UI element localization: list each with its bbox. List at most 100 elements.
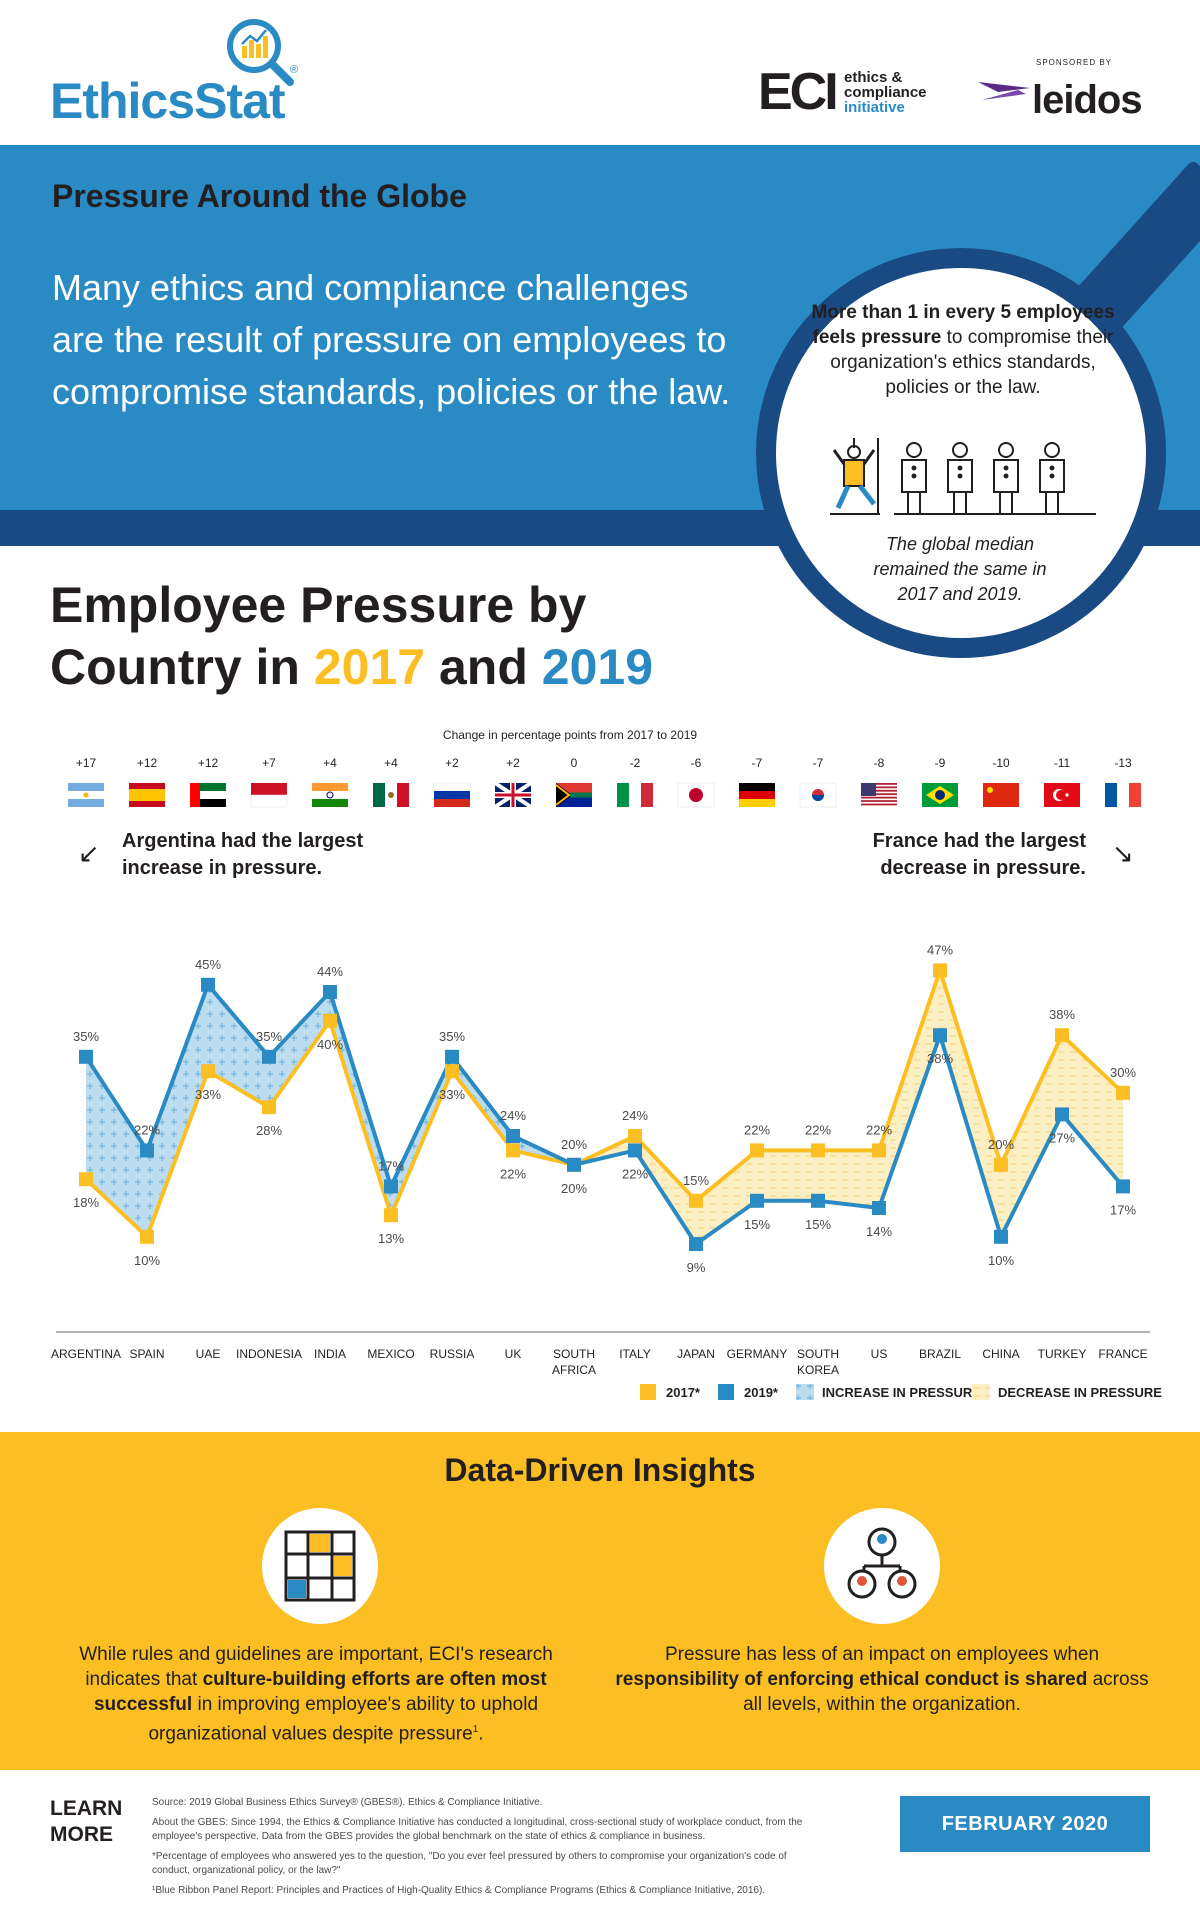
registered-mark: ® bbox=[290, 64, 299, 76]
x-tick-label: KOREA bbox=[797, 1363, 839, 1377]
eci-line1: ethics & bbox=[844, 69, 903, 86]
x-tick-label: INDONESIA bbox=[236, 1347, 302, 1361]
label-2019: 14% bbox=[866, 1224, 892, 1239]
leidos-logo[interactable]: SPONSORED BY leidos bbox=[976, 54, 1176, 124]
marker-2019 bbox=[1116, 1179, 1130, 1194]
shared-responsibility-icon bbox=[824, 1508, 940, 1624]
footnote-source: Source: 2019 Global Business Ethics Surv… bbox=[152, 1797, 543, 1808]
employee-icon-2 bbox=[947, 442, 973, 514]
x-tick-label: ITALY bbox=[619, 1347, 651, 1361]
sponsored-by-label: SPONSORED BY bbox=[1036, 58, 1113, 67]
x-tick-label: SPAIN bbox=[129, 1347, 164, 1361]
label-2019: 35% bbox=[439, 1029, 465, 1044]
brand-word-ethics: Ethics bbox=[50, 73, 195, 129]
marker-2017 bbox=[323, 1013, 337, 1028]
insight-left-a: While rules and guidelines are important… bbox=[79, 1644, 553, 1690]
label-2017: 15% bbox=[683, 1173, 709, 1188]
label-2019: 35% bbox=[256, 1029, 282, 1044]
marker-2017 bbox=[201, 1064, 215, 1079]
x-tick-label: MEXICO bbox=[367, 1347, 414, 1361]
x-tick-label: INDIA bbox=[314, 1347, 346, 1361]
decrease-area bbox=[574, 1136, 635, 1165]
marker-2019 bbox=[506, 1129, 520, 1143]
leidos-mark-icon bbox=[978, 82, 1030, 100]
learn-more-link[interactable]: LEARN MORE bbox=[50, 1797, 123, 1846]
marker-2017 bbox=[445, 1064, 459, 1079]
change-value: -2 bbox=[630, 756, 641, 770]
change-value: +12 bbox=[137, 756, 158, 770]
insight-right-bold: responsibility of enforcing ethical cond… bbox=[615, 1669, 1088, 1690]
insights-section bbox=[0, 1432, 1200, 1770]
eci-line2: compliance bbox=[844, 84, 927, 101]
marker-2017 bbox=[750, 1143, 764, 1158]
eci-abbr: ECI bbox=[758, 63, 839, 121]
employee-icon-4 bbox=[1039, 442, 1065, 514]
curved-arrow-left-icon: ↙ bbox=[78, 838, 100, 868]
section-title-and: and bbox=[425, 639, 542, 695]
increase-area bbox=[86, 1056, 147, 1237]
marker-2019 bbox=[140, 1143, 154, 1158]
x-tick-label: AFRICA bbox=[552, 1363, 596, 1377]
eci-logo[interactable]: ECI ethics & compliance initiative bbox=[758, 66, 958, 126]
label-2019: 44% bbox=[317, 964, 343, 979]
increase-area bbox=[330, 992, 391, 1216]
flag-icon-italy bbox=[617, 783, 653, 807]
change-value: -11 bbox=[1054, 756, 1071, 770]
flag-icon-germany bbox=[739, 783, 775, 807]
label-2019: 22% bbox=[622, 1166, 648, 1181]
label-2017: 18% bbox=[73, 1195, 99, 1210]
curved-arrow-right-icon: ↘ bbox=[1112, 838, 1134, 868]
flag-icon-argentina bbox=[68, 783, 104, 807]
change-value: +4 bbox=[384, 756, 398, 770]
series-2017-line bbox=[84, 968, 1125, 1239]
marker-2017 bbox=[994, 1157, 1008, 1172]
callout-text: More than 1 in every 5 employees feels p… bbox=[808, 300, 1118, 400]
x-tick-label: GERMANY bbox=[727, 1347, 788, 1361]
label-2019: 35% bbox=[73, 1029, 99, 1044]
flag-icon-france bbox=[1105, 783, 1141, 807]
legend-label: INCREASE IN PRESSURE bbox=[822, 1385, 981, 1400]
x-tick-label: CHINA bbox=[982, 1347, 1019, 1361]
increase-area bbox=[147, 984, 208, 1237]
marker-2019 bbox=[262, 1049, 276, 1064]
insight-left-sup: 1 bbox=[472, 1724, 479, 1735]
decrease-area bbox=[757, 1150, 818, 1201]
section-title-line1: Employee Pressure by bbox=[50, 577, 587, 633]
decrease-area bbox=[818, 1150, 879, 1208]
label-2019: 15% bbox=[805, 1217, 831, 1232]
employees-illustration bbox=[830, 438, 1096, 515]
decrease-area bbox=[940, 970, 1001, 1237]
decrease-area bbox=[879, 970, 940, 1208]
change-title: Change in percentage points from 2017 to… bbox=[442, 728, 698, 742]
label-2017: 30% bbox=[1110, 1065, 1136, 1080]
date-badge: FEBRUARY 2020 bbox=[900, 1796, 1150, 1852]
label-2017: 22% bbox=[500, 1166, 526, 1181]
label-2019: 45% bbox=[195, 957, 221, 972]
culture-building-icon bbox=[262, 1508, 378, 1624]
marker-2017 bbox=[628, 1129, 642, 1143]
marker-2019 bbox=[1055, 1107, 1069, 1122]
marker-2017 bbox=[933, 963, 947, 978]
flag-icon-mexico bbox=[373, 783, 409, 807]
marker-2017 bbox=[811, 1143, 825, 1158]
header: EthicsStat ® ECI ethics & compliance ini… bbox=[0, 0, 1200, 145]
label-2019: 10% bbox=[988, 1253, 1014, 1268]
label-2017: 20% bbox=[988, 1137, 1014, 1152]
footnote-about: About the GBES: Since 1994, the Ethics &… bbox=[152, 1817, 803, 1842]
flag-icon-indonesia bbox=[250, 783, 288, 808]
series-2019-line bbox=[84, 982, 1125, 1246]
magnifier-chart-icon bbox=[227, 19, 294, 86]
x-tick-label: UAE bbox=[196, 1347, 221, 1361]
decrease-area bbox=[1001, 1035, 1062, 1237]
brand-word-stat: Stat bbox=[194, 73, 285, 129]
marker-2017 bbox=[262, 1100, 276, 1115]
label-2017: 22% bbox=[866, 1122, 892, 1137]
flag-icon-spain bbox=[129, 783, 165, 807]
x-tick-label: SOUTH bbox=[797, 1347, 839, 1361]
flag-icon-japan bbox=[677, 782, 715, 808]
change-value: -10 bbox=[992, 756, 1010, 770]
label-2017: 13% bbox=[378, 1231, 404, 1246]
annotation-argentina: Argentina had the largest increase in pr… bbox=[122, 830, 364, 879]
ethicsstat-logo[interactable]: EthicsStat ® bbox=[50, 14, 310, 129]
x-tick-label: UK bbox=[505, 1347, 522, 1361]
